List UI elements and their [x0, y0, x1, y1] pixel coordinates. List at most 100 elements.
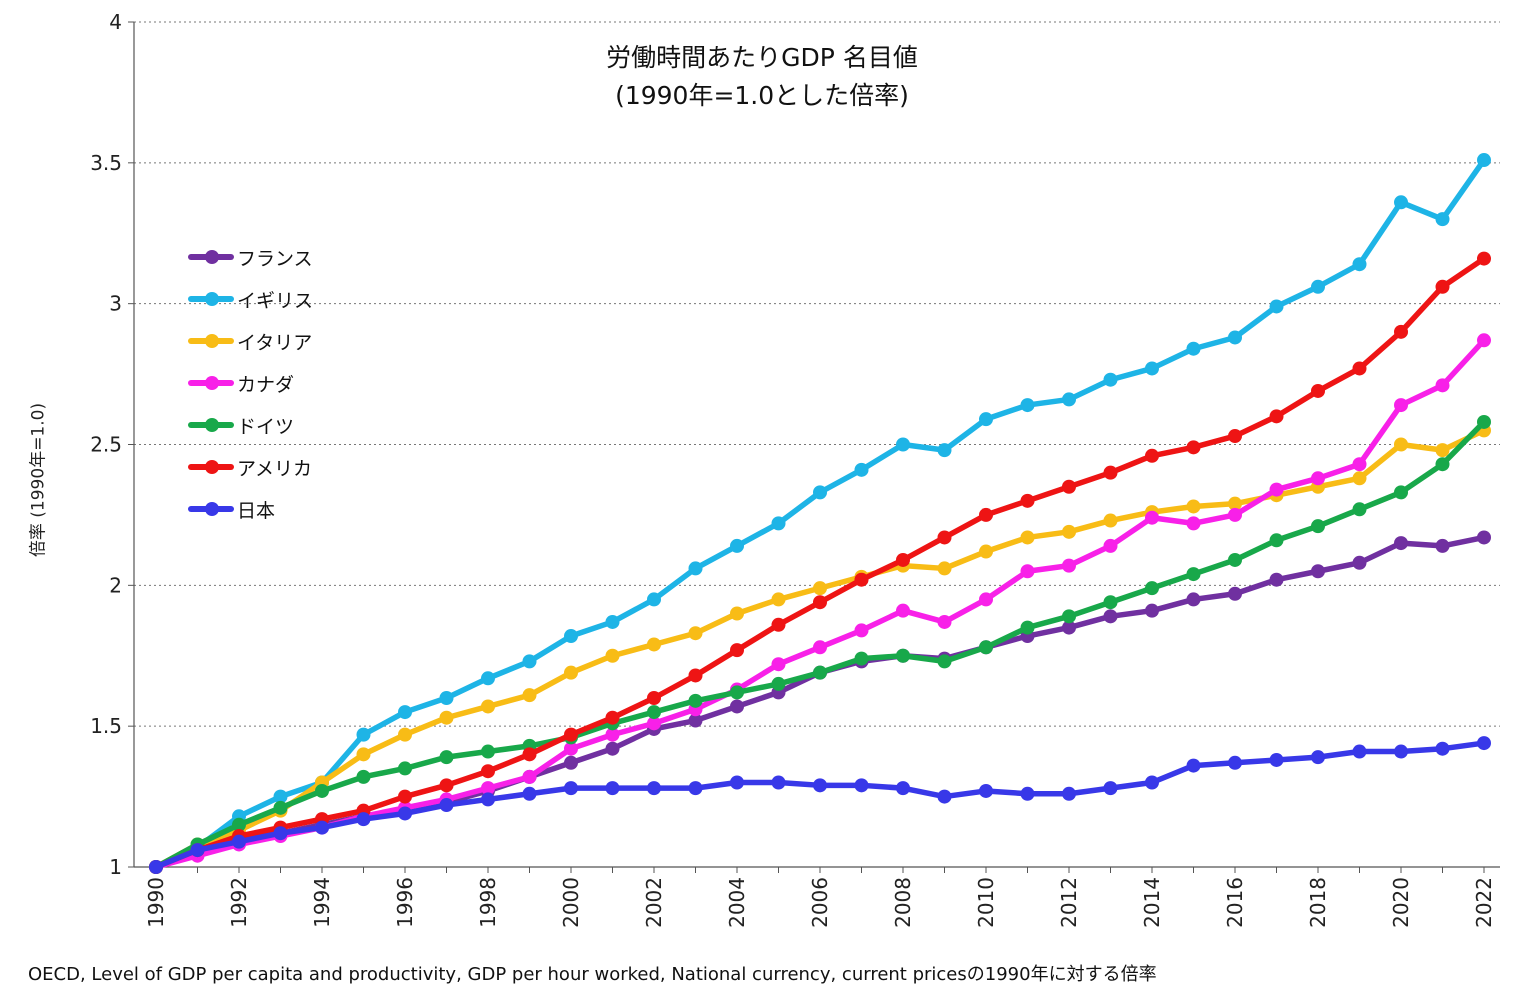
- data-point: [439, 691, 454, 705]
- data-point: [1435, 279, 1450, 294]
- data-point: [1145, 361, 1159, 376]
- data-point: [854, 778, 869, 793]
- legend: フランス イギリス イタリア カナダ ドイツ アメリカ 日本: [188, 236, 313, 530]
- data-point: [1352, 555, 1367, 570]
- data-point: [605, 781, 620, 796]
- legend-marker: [205, 292, 219, 306]
- data-point: [688, 781, 703, 796]
- data-point: [647, 592, 661, 607]
- data-point: [1103, 372, 1118, 387]
- data-point: [356, 812, 371, 827]
- data-point: [813, 581, 827, 596]
- data-point: [1435, 741, 1450, 756]
- legend-label: イタリア: [237, 331, 313, 354]
- data-point: [439, 710, 454, 725]
- data-point: [896, 552, 910, 567]
- data-point: [771, 657, 786, 672]
- legend-label: フランス: [237, 247, 313, 270]
- data-point: [813, 485, 827, 500]
- data-point: [730, 606, 744, 621]
- data-point: [1062, 392, 1076, 407]
- data-point: [937, 443, 952, 458]
- data-point: [896, 603, 910, 618]
- data-point: [481, 671, 495, 686]
- data-point: [813, 665, 827, 680]
- data-point: [1020, 530, 1035, 545]
- data-point: [273, 800, 288, 815]
- x-tick-label: 2002: [642, 877, 666, 928]
- y-tick-label: 2.5: [90, 433, 122, 457]
- x-tick-label: 1996: [393, 877, 417, 928]
- data-point: [1103, 781, 1118, 796]
- x-tick-label: 2018: [1306, 877, 1330, 928]
- data-point: [1062, 479, 1076, 494]
- data-point: [398, 705, 412, 720]
- data-point: [813, 778, 827, 793]
- data-point: [522, 654, 537, 669]
- data-point: [1020, 398, 1035, 413]
- data-point: [813, 640, 827, 655]
- y-tick-label: 1.5: [90, 714, 122, 738]
- data-point: [854, 572, 869, 587]
- data-point: [1020, 493, 1035, 508]
- x-tick-label: 1990: [144, 877, 168, 928]
- y-tick-label: 4: [109, 10, 122, 34]
- legend-swatch: [188, 292, 234, 306]
- x-tick-label: 1998: [476, 877, 500, 928]
- data-point: [730, 685, 744, 700]
- data-point: [937, 789, 952, 804]
- data-point: [1145, 510, 1159, 525]
- data-point: [232, 834, 246, 849]
- data-point: [1062, 786, 1076, 801]
- data-point: [1394, 536, 1408, 551]
- data-point: [439, 750, 454, 765]
- data-point: [1228, 429, 1242, 444]
- data-point: [1228, 552, 1242, 567]
- data-point: [854, 651, 869, 666]
- legend-marker: [205, 418, 219, 432]
- legend-swatch: [188, 376, 234, 390]
- data-point: [979, 640, 993, 655]
- y-tick-label: 3: [109, 292, 122, 316]
- data-point: [688, 668, 703, 683]
- data-point: [1435, 443, 1450, 458]
- data-point: [896, 437, 910, 452]
- data-point: [1477, 414, 1491, 429]
- data-point: [1352, 361, 1367, 376]
- data-point: [1145, 603, 1159, 618]
- data-point: [1062, 524, 1076, 539]
- data-point: [1228, 507, 1242, 522]
- data-point: [398, 761, 412, 776]
- data-point: [1394, 324, 1408, 339]
- data-point: [1062, 558, 1076, 573]
- data-point: [1311, 519, 1325, 534]
- data-point: [937, 561, 952, 576]
- data-point: [979, 544, 993, 559]
- data-point: [1269, 752, 1284, 767]
- data-point: [647, 716, 661, 731]
- data-point: [522, 769, 537, 784]
- data-point: [1228, 755, 1242, 770]
- data-point: [1228, 586, 1242, 601]
- data-point: [1228, 330, 1242, 345]
- data-point: [439, 798, 454, 813]
- data-point: [1186, 440, 1201, 455]
- data-point: [647, 637, 661, 652]
- data-point: [564, 781, 578, 796]
- data-point: [1062, 620, 1076, 635]
- data-point: [1020, 620, 1035, 635]
- data-point: [937, 530, 952, 545]
- series-line: [153, 255, 1487, 870]
- chart-title: 労働時間あたりGDP 名目値: [606, 43, 918, 72]
- data-point: [564, 741, 578, 756]
- data-point: [979, 783, 993, 798]
- legend-item: 日本: [188, 488, 313, 530]
- data-point: [481, 781, 495, 796]
- data-point: [190, 843, 205, 858]
- data-point: [1352, 471, 1367, 486]
- chart-subtitle: (1990年=1.0とした倍率): [615, 81, 909, 110]
- data-point: [1186, 758, 1201, 773]
- legend-swatch: [188, 334, 234, 348]
- data-point: [605, 648, 620, 663]
